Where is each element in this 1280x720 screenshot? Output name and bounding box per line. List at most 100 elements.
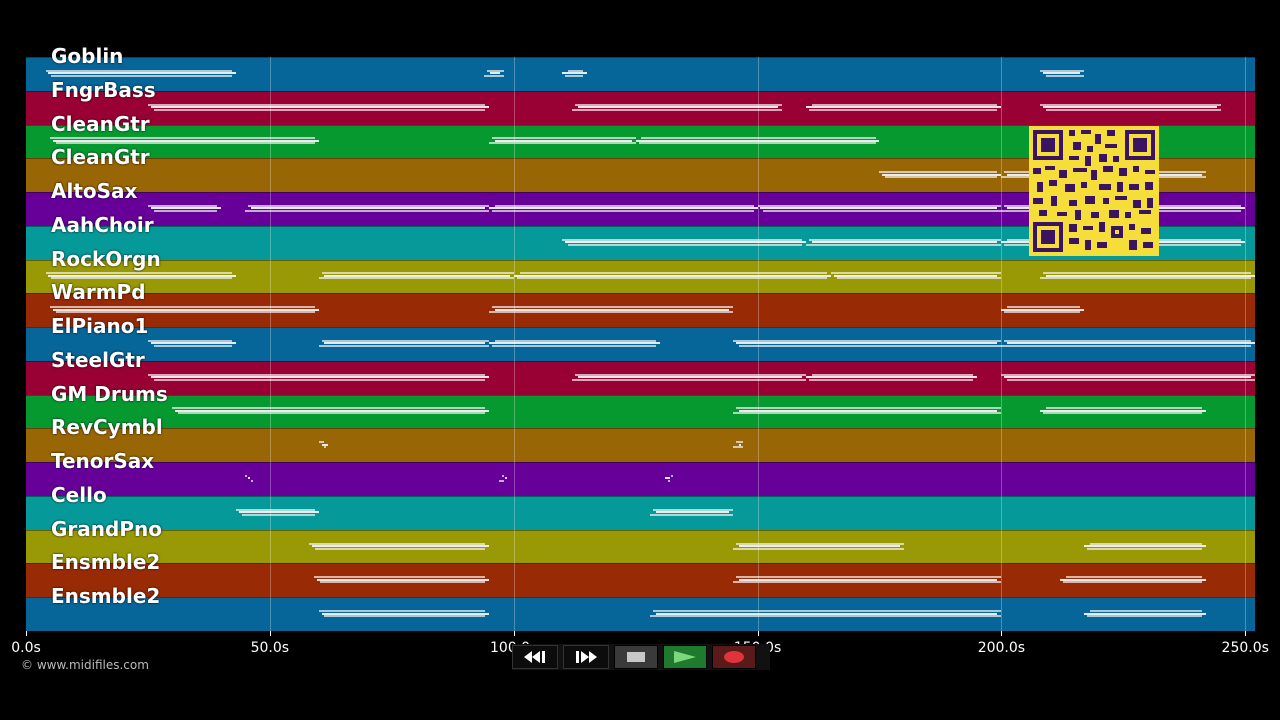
note-bar: [562, 72, 587, 75]
tick-label: 50.0s: [250, 640, 290, 656]
record-button[interactable]: [712, 645, 756, 669]
note-bar: [153, 108, 486, 111]
note-bar: [1090, 542, 1203, 545]
note-bar: [1043, 272, 1252, 275]
note-bar: [650, 513, 734, 516]
tick-mark: [1245, 631, 1247, 636]
note-bar: [1001, 344, 1252, 347]
note-bar: [51, 74, 232, 77]
note-bar: [733, 581, 1002, 584]
play-button[interactable]: [663, 645, 707, 669]
note-bar: [321, 612, 490, 615]
note-bar: [656, 511, 730, 514]
play-icon: [674, 651, 696, 663]
note-bar: [1004, 376, 1252, 379]
copyright-text: © www.midifiles.com: [21, 658, 149, 672]
note-bar: [670, 474, 673, 477]
note-bar: [153, 344, 232, 347]
note-bar: [806, 376, 977, 379]
note-bar: [147, 204, 218, 207]
note-bar: [147, 373, 486, 376]
note-bar: [324, 274, 510, 277]
note-bar: [513, 274, 831, 277]
note-bar: [736, 407, 1002, 410]
note-bar: [495, 308, 730, 311]
note-bar: [568, 243, 803, 246]
note-bar: [565, 74, 583, 77]
note-bar: [313, 576, 486, 579]
note-bar: [733, 547, 904, 550]
note-bar: [1043, 412, 1203, 415]
note-bar: [492, 344, 657, 347]
qr-code-icon: [1029, 126, 1159, 256]
note-bar: [489, 342, 660, 345]
note-bar: [489, 311, 734, 314]
note-bar: [664, 477, 670, 480]
note-bar: [519, 272, 827, 275]
tick-mark: [1001, 631, 1003, 636]
note-bar: [1040, 103, 1221, 106]
note-bar: [1004, 311, 1081, 314]
note-bar: [492, 137, 636, 140]
note-bar: [308, 542, 486, 545]
note-bar: [504, 477, 507, 480]
note-bar: [739, 409, 998, 412]
note-bar: [314, 547, 486, 550]
note-bar: [1046, 274, 1255, 277]
tick-mark: [26, 631, 27, 636]
note-bar: [809, 108, 998, 111]
note-bar: [879, 171, 998, 174]
note-bar: [172, 407, 486, 410]
note-bar: [635, 139, 880, 142]
note-bar: [321, 339, 490, 342]
note-bar: [324, 615, 486, 618]
note-bar: [495, 204, 754, 207]
note-bar: [492, 209, 754, 212]
note-bar: [641, 137, 876, 140]
note-bar: [248, 477, 251, 480]
note-bar: [175, 409, 490, 412]
note-bar: [324, 342, 486, 345]
note-bar: [575, 103, 782, 106]
note-bar: [245, 474, 248, 477]
note-bar: [48, 274, 236, 277]
track-lane: Ensmble2: [26, 584, 1255, 632]
rewind-icon: [524, 651, 545, 663]
fast-forward-icon: [576, 651, 597, 663]
note-bar: [153, 209, 218, 212]
note-bar: [56, 311, 315, 314]
note-bar: [812, 373, 974, 376]
note-bar: [501, 474, 504, 477]
note-bar: [760, 207, 998, 210]
rewind-button[interactable]: [512, 645, 558, 669]
track-lane: GM Drums: [26, 382, 1255, 429]
note-bar: [757, 204, 1002, 207]
note-bar: [321, 272, 514, 275]
note-bar: [321, 443, 329, 446]
tick-mark: [757, 631, 759, 636]
note-bar: [150, 207, 222, 210]
note-bar: [575, 373, 807, 376]
note-bar: [150, 376, 490, 379]
fast-forward-button[interactable]: [563, 645, 609, 669]
note-bar: [484, 74, 504, 77]
stop-button[interactable]: [614, 645, 658, 669]
track-lane: Cello: [26, 483, 1255, 530]
note-bar: [1046, 407, 1203, 410]
note-bar: [578, 376, 803, 379]
note-bar: [656, 612, 998, 615]
note-bar: [153, 378, 486, 381]
note-bar: [812, 103, 998, 106]
note-bar: [318, 344, 490, 347]
note-bar: [147, 103, 486, 106]
note-bar: [885, 176, 998, 179]
note-bar: [1059, 578, 1207, 581]
note-bar: [739, 578, 998, 581]
note-bar: [51, 277, 232, 280]
note-bar: [1043, 106, 1217, 109]
note-bar: [1084, 545, 1207, 548]
tick-mark: [513, 631, 515, 636]
note-bar: [812, 241, 998, 244]
note-bar: [809, 378, 974, 381]
